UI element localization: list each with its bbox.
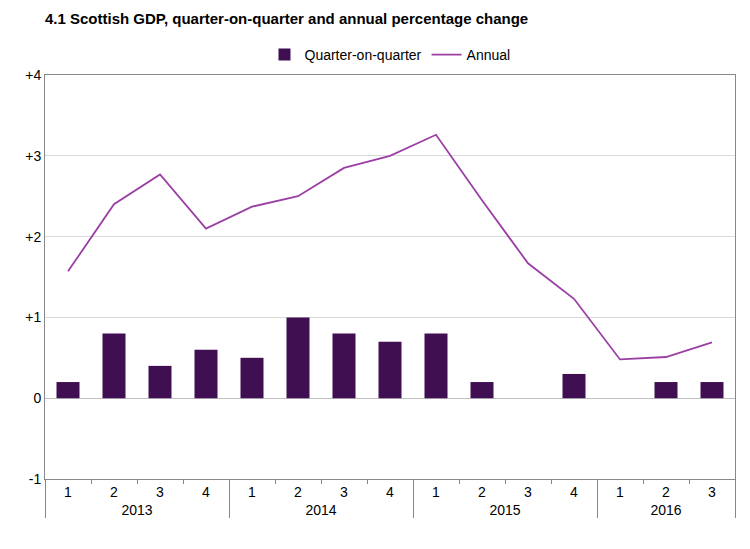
svg-text:Annual: Annual [467,47,511,63]
svg-text:2015: 2015 [489,502,520,518]
svg-text:2: 2 [478,484,486,500]
svg-text:2: 2 [662,484,670,500]
svg-text:2016: 2016 [650,502,681,518]
svg-text:2013: 2013 [121,502,152,518]
svg-text:3: 3 [524,484,532,500]
svg-text:+2: +2 [25,229,41,245]
svg-text:3: 3 [340,484,348,500]
svg-text:+3: +3 [25,148,41,164]
svg-text:1: 1 [616,484,624,500]
svg-text:1: 1 [248,484,256,500]
svg-text:4: 4 [202,484,210,500]
svg-text:3: 3 [708,484,716,500]
svg-text:1: 1 [432,484,440,500]
svg-text:4: 4 [570,484,578,500]
svg-text:0: 0 [33,390,41,406]
svg-text:4: 4 [386,484,394,500]
svg-text:+1: +1 [25,309,41,325]
svg-text:Quarter-on-quarter: Quarter-on-quarter [305,47,422,63]
svg-text:+4: +4 [25,67,41,83]
svg-text:2014: 2014 [305,502,336,518]
svg-text:-1: -1 [29,471,42,487]
svg-text:1: 1 [64,484,72,500]
svg-text:2: 2 [294,484,302,500]
svg-text:2: 2 [110,484,118,500]
svg-text:3: 3 [156,484,164,500]
svg-text:4.1 Scottish GDP, quarter-on-q: 4.1 Scottish GDP, quarter-on-quarter and… [45,10,528,27]
